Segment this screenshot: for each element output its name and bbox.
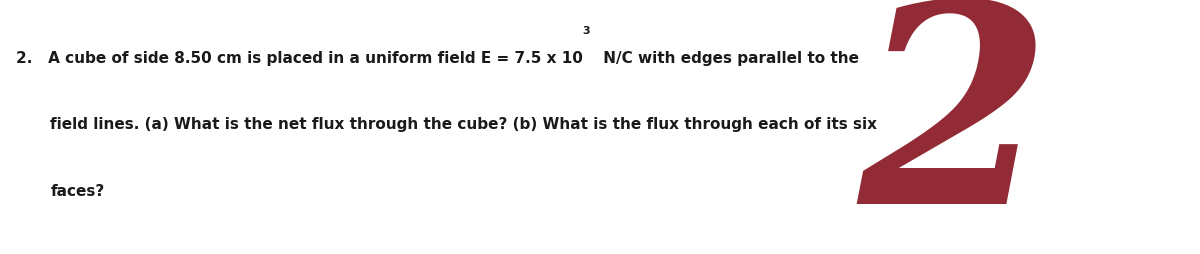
Text: 3: 3 [582,25,590,35]
Text: faces?: faces? [50,183,104,198]
Text: 2.   A cube of side 8.50 cm is placed in a uniform field E = 7.5 x 10: 2. A cube of side 8.50 cm is placed in a… [16,51,582,66]
Text: field lines. (a) What is the net flux through the cube? (b) What is the flux thr: field lines. (a) What is the net flux th… [50,117,877,132]
Text: 2: 2 [857,0,1051,254]
Text: N/C with edges parallel to the: N/C with edges parallel to the [598,51,859,66]
